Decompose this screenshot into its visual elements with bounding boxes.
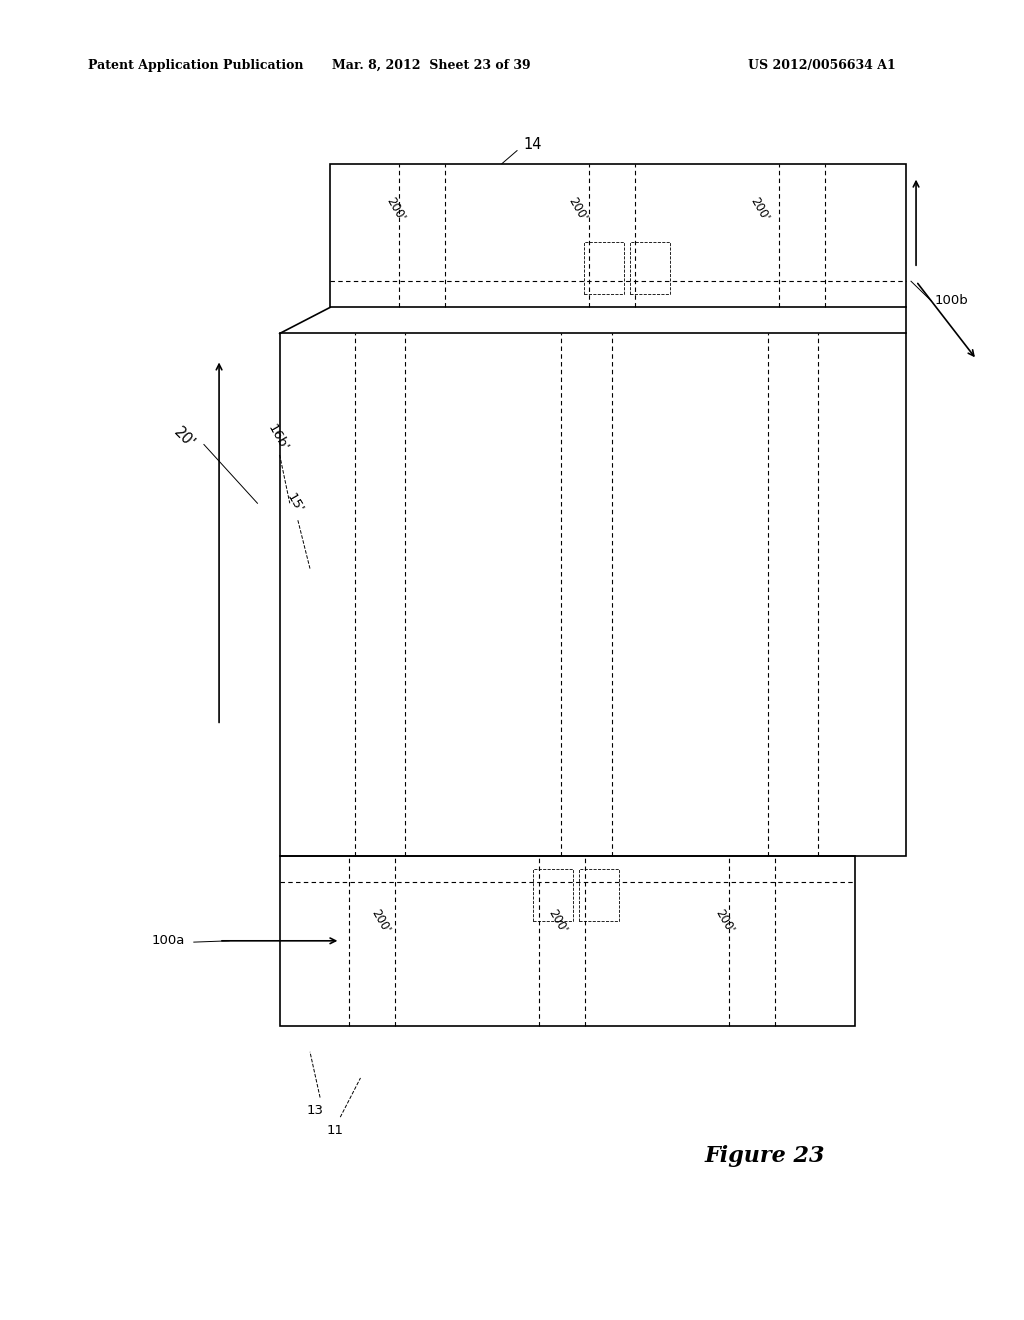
Bar: [280, 855, 855, 1026]
Text: 11: 11: [327, 1123, 344, 1137]
Text: 200': 200': [748, 195, 771, 223]
Text: 100b: 100b: [935, 294, 969, 308]
Text: 15': 15': [284, 491, 305, 515]
Text: 200': 200': [712, 907, 736, 936]
Text: Patent Application Publication: Patent Application Publication: [88, 59, 303, 73]
Text: 16b': 16b': [265, 422, 291, 454]
Bar: [280, 334, 906, 855]
Text: 20': 20': [170, 425, 197, 451]
Bar: [584, 242, 624, 294]
Text: 13: 13: [306, 1104, 324, 1117]
Bar: [630, 242, 670, 294]
Bar: [330, 164, 906, 308]
Text: 14: 14: [523, 136, 542, 152]
Text: Figure 23: Figure 23: [705, 1146, 824, 1167]
Text: 200': 200': [369, 907, 392, 936]
Text: Mar. 8, 2012  Sheet 23 of 39: Mar. 8, 2012 Sheet 23 of 39: [332, 59, 530, 73]
Text: 100a: 100a: [152, 935, 185, 948]
Text: 200': 200': [384, 195, 408, 223]
Text: 200': 200': [546, 907, 569, 936]
Text: 200': 200': [565, 195, 590, 223]
Bar: [534, 869, 573, 921]
Bar: [579, 869, 620, 921]
Text: US 2012/0056634 A1: US 2012/0056634 A1: [749, 59, 896, 73]
